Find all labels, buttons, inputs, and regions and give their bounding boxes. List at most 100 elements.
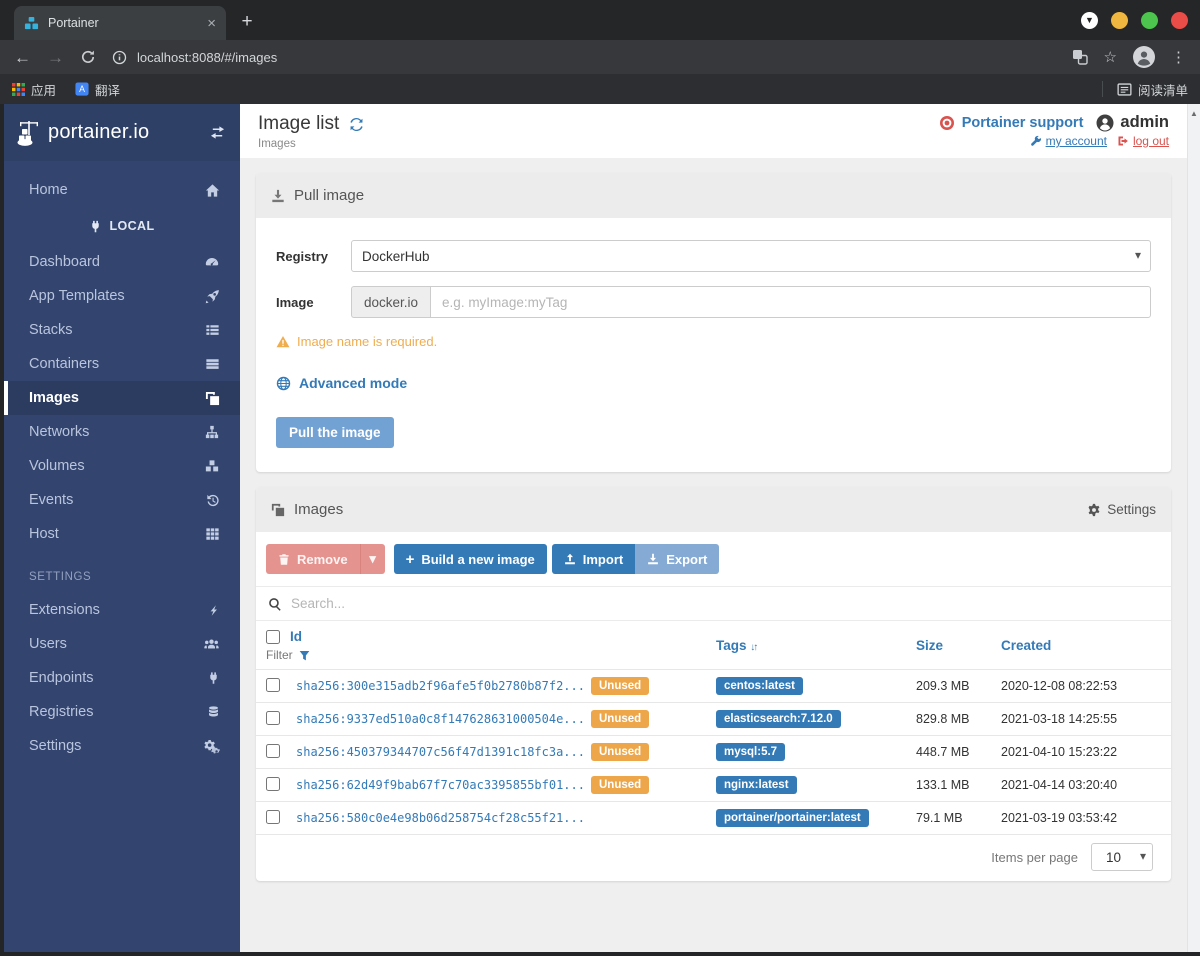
portainer-support-link[interactable]: Portainer support bbox=[961, 114, 1084, 131]
sidebar-item-host[interactable]: Host bbox=[4, 517, 240, 551]
sidebar-toggle-icon[interactable] bbox=[209, 125, 226, 140]
sidebar-item-settings[interactable]: Settings bbox=[4, 729, 240, 763]
sidebar-item-stacks[interactable]: Stacks bbox=[4, 313, 240, 347]
id-column-header[interactable]: Id bbox=[290, 629, 302, 644]
image-registry-addon: docker.io bbox=[351, 286, 431, 318]
sidebar-item-label: Images bbox=[29, 390, 79, 406]
select-all-checkbox[interactable] bbox=[266, 629, 280, 644]
browser-profile-avatar[interactable] bbox=[1133, 46, 1155, 68]
tag-badge[interactable]: centos:latest bbox=[716, 677, 803, 695]
bookmarks-separator bbox=[1101, 81, 1103, 97]
tag-badge[interactable]: portainer/portainer:latest bbox=[716, 809, 869, 827]
home-icon bbox=[205, 183, 220, 198]
my-account-link[interactable]: my account bbox=[1030, 134, 1107, 148]
row-checkbox[interactable] bbox=[266, 743, 280, 758]
image-id-link[interactable]: sha256:9337ed510a0c8f147628631000504e... bbox=[296, 712, 585, 726]
logo-text: portainer.io bbox=[48, 121, 150, 143]
size-column-header[interactable]: Size bbox=[916, 638, 944, 653]
tab-title: Portainer bbox=[48, 16, 99, 30]
forward-icon[interactable]: → bbox=[47, 47, 64, 67]
sidebar-item-containers[interactable]: Containers bbox=[4, 347, 240, 381]
pull-image-button[interactable]: Pull the image bbox=[276, 417, 394, 448]
image-id-link[interactable]: sha256:450379344707c56f47d1391c18fc3a... bbox=[296, 745, 585, 759]
translate-page-icon[interactable] bbox=[1072, 49, 1088, 65]
image-id-link[interactable]: sha256:62d49f9bab67f7c70ac3395855bf01... bbox=[296, 778, 585, 792]
bolt-icon bbox=[208, 603, 220, 618]
sidebar-item-home[interactable]: Home bbox=[4, 173, 240, 207]
table-row: sha256:580c0e4e98b06d258754cf28c55f21...… bbox=[256, 801, 1171, 834]
image-label: Image bbox=[276, 294, 314, 310]
filter-icon[interactable] bbox=[299, 650, 310, 661]
created-column-header[interactable]: Created bbox=[1001, 638, 1052, 653]
tag-badge[interactable]: mysql:5.7 bbox=[716, 743, 786, 761]
browser-download-button[interactable]: ▼ bbox=[1081, 11, 1098, 29]
row-checkbox[interactable] bbox=[266, 776, 280, 791]
sidebar-item-networks[interactable]: Networks bbox=[4, 415, 240, 449]
window-maximize-button[interactable] bbox=[1141, 11, 1158, 29]
row-checkbox[interactable] bbox=[266, 677, 280, 692]
translate-icon: A bbox=[75, 82, 89, 96]
build-image-button[interactable]: + Build a new image bbox=[393, 544, 547, 574]
sidebar-item-images[interactable]: Images bbox=[4, 381, 240, 415]
browser-urlbar: ← → localhost:8088/#/images ☆ ⋮ bbox=[0, 40, 1200, 74]
bookmark-translate[interactable]: A 翻译 bbox=[75, 80, 120, 99]
reading-list-label: 阅读清单 bbox=[1137, 83, 1188, 98]
pull-panel-title: Pull image bbox=[294, 187, 365, 204]
row-checkbox[interactable] bbox=[266, 710, 280, 725]
window-close-button[interactable] bbox=[1171, 11, 1188, 29]
unused-badge: Unused bbox=[591, 677, 650, 695]
search-input[interactable] bbox=[291, 596, 1159, 611]
tag-badge[interactable]: nginx:latest bbox=[716, 776, 797, 794]
browser-tab[interactable]: Portainer × bbox=[14, 6, 226, 40]
user-circle-icon bbox=[1096, 114, 1114, 132]
bookmark-apps[interactable]: 应用 bbox=[12, 80, 56, 99]
table-settings-button[interactable]: Settings bbox=[1087, 502, 1156, 517]
user-menu[interactable]: admin bbox=[1096, 113, 1169, 132]
back-icon[interactable]: ← bbox=[14, 47, 31, 67]
window-minimize-button[interactable] bbox=[1111, 11, 1128, 29]
sidebar-item-endpoints[interactable]: Endpoints bbox=[4, 661, 240, 695]
sidebar-item-registries[interactable]: Registries bbox=[4, 695, 240, 729]
sidebar-logo-row[interactable]: portainer.io bbox=[4, 104, 240, 161]
advanced-mode-link[interactable]: Advanced mode bbox=[276, 375, 1151, 391]
new-tab-button[interactable]: + bbox=[241, 11, 253, 32]
site-info-icon[interactable] bbox=[112, 50, 127, 65]
remove-dropdown-caret[interactable]: ▾ bbox=[359, 544, 385, 574]
image-id-link[interactable]: sha256:580c0e4e98b06d258754cf28c55f21... bbox=[296, 811, 585, 825]
plug-icon bbox=[89, 220, 102, 233]
sidebar-item-volumes[interactable]: Volumes bbox=[4, 449, 240, 483]
image-created: 2021-04-14 03:20:40 bbox=[1001, 778, 1118, 792]
sidebar-item-users[interactable]: Users bbox=[4, 627, 240, 661]
refresh-icon[interactable] bbox=[348, 116, 365, 133]
pull-image-panel: Pull image Registry DockerHub Image bbox=[256, 173, 1171, 472]
address-bar[interactable]: localhost:8088/#/images bbox=[112, 50, 1056, 65]
log-out-link[interactable]: log out bbox=[1117, 134, 1169, 148]
reload-icon[interactable] bbox=[80, 49, 96, 65]
tag-badge[interactable]: elasticsearch:7.12.0 bbox=[716, 710, 841, 728]
wrench-icon bbox=[1030, 135, 1042, 147]
image-id-link[interactable]: sha256:300e315adb2f96afe5f0b2780b87f2... bbox=[296, 679, 585, 693]
sidebar-item-dashboard[interactable]: Dashboard bbox=[4, 245, 240, 279]
portainer-favicon bbox=[24, 16, 39, 31]
items-per-page-select[interactable]: 10 bbox=[1091, 843, 1153, 871]
remove-button[interactable]: Remove bbox=[266, 544, 360, 574]
breadcrumb: Images bbox=[258, 138, 296, 150]
page-scrollbar[interactable]: ▲ bbox=[1187, 104, 1200, 952]
bookmark-star-icon[interactable]: ☆ bbox=[1103, 49, 1117, 66]
export-button[interactable]: Export bbox=[635, 544, 720, 574]
registry-select[interactable]: DockerHub bbox=[351, 240, 1151, 272]
items-per-page-label: Items per page bbox=[991, 849, 1078, 865]
sidebar-item-events[interactable]: Events bbox=[4, 483, 240, 517]
row-checkbox[interactable] bbox=[266, 809, 280, 824]
reading-list-button[interactable]: 阅读清单 bbox=[1117, 80, 1188, 99]
sidebar-item-app-templates[interactable]: App Templates bbox=[4, 279, 240, 313]
sidebar-item-label: Containers bbox=[29, 356, 100, 372]
image-name-input[interactable] bbox=[430, 286, 1151, 318]
sidebar-item-label: Endpoints bbox=[29, 670, 94, 686]
tab-close-icon[interactable]: × bbox=[207, 14, 216, 32]
sidebar-item-extensions[interactable]: Extensions bbox=[4, 593, 240, 627]
unused-badge: Unused bbox=[591, 710, 650, 728]
import-button[interactable]: Import bbox=[551, 544, 636, 574]
browser-menu-icon[interactable]: ⋮ bbox=[1171, 49, 1186, 66]
tags-column-header[interactable]: Tags ↓↑ bbox=[716, 638, 758, 653]
